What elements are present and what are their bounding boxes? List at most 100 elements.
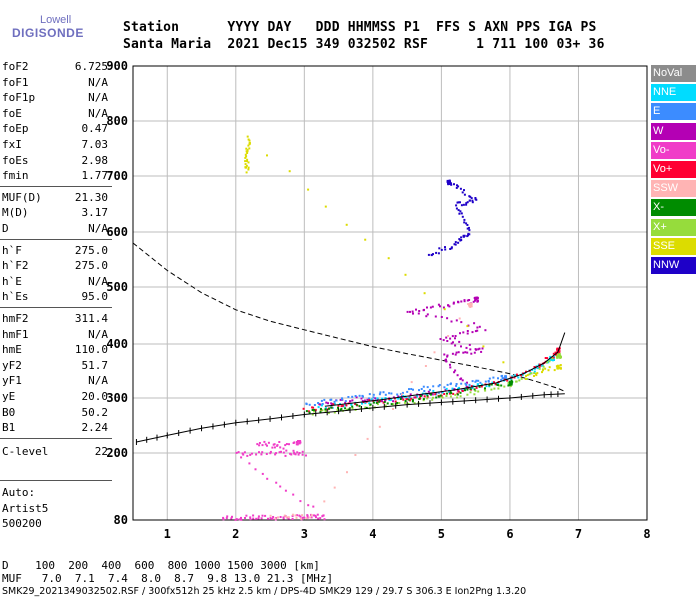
echo-point xyxy=(426,386,429,389)
echo-point xyxy=(408,399,411,402)
param-value: 2.24 xyxy=(81,421,109,435)
param-value: 3.17 xyxy=(81,206,109,220)
echo-point xyxy=(284,489,287,492)
echo-point xyxy=(442,306,445,309)
header-line-2: Santa Maria 2021 Dec15 349 032502 RSF 1 … xyxy=(123,37,605,52)
echo-point xyxy=(446,392,448,395)
echo-point xyxy=(469,348,472,351)
echo-point xyxy=(394,400,397,403)
echo-point xyxy=(501,376,504,379)
echo-point xyxy=(269,450,272,453)
echo-point xyxy=(346,471,348,474)
echo-point xyxy=(418,398,421,400)
echo-point xyxy=(375,401,378,404)
echo-point xyxy=(323,500,326,503)
echo-point xyxy=(339,398,342,401)
echo-point xyxy=(482,345,485,348)
echo-point xyxy=(544,367,547,370)
echo-point xyxy=(293,441,296,444)
echo-point xyxy=(455,384,458,387)
echo-point xyxy=(325,401,328,404)
echo-point xyxy=(454,353,457,356)
echo-point xyxy=(533,375,535,377)
legend-item-x-: X- xyxy=(651,199,696,217)
param-row: B1 2.24 xyxy=(2,421,108,437)
param-value: N/A xyxy=(88,327,108,341)
echo-point xyxy=(432,396,434,399)
echo-point xyxy=(446,354,449,357)
echo-point xyxy=(252,514,255,517)
param-value: 1.77 xyxy=(81,169,109,183)
echo-point xyxy=(531,368,534,371)
echo-point xyxy=(476,300,479,303)
echo-point xyxy=(554,351,557,354)
echo-point xyxy=(468,226,470,229)
echo-point xyxy=(446,340,449,342)
echo-point xyxy=(285,516,288,519)
echo-point xyxy=(535,365,538,368)
x-tick-label: 2 xyxy=(232,527,239,541)
echo-point xyxy=(322,514,325,517)
echo-point xyxy=(412,312,414,315)
echo-point xyxy=(555,355,558,358)
echo-point xyxy=(248,147,251,150)
echo-point xyxy=(521,374,524,377)
param-separator xyxy=(0,480,112,481)
echo-point xyxy=(466,330,469,332)
echo-point xyxy=(313,410,316,413)
y-tick-label: 300 xyxy=(106,391,128,405)
echo-point xyxy=(368,393,371,396)
echo-point xyxy=(404,273,407,276)
echo-point xyxy=(446,383,449,386)
echo-point xyxy=(551,358,554,361)
echo-point xyxy=(464,389,466,392)
echo-point xyxy=(404,401,407,404)
echo-point xyxy=(461,191,464,194)
echo-point xyxy=(317,406,320,409)
param-row: MUF(D) 21.30 xyxy=(2,191,108,207)
echo-point xyxy=(470,302,473,305)
echo-point xyxy=(542,365,545,368)
echo-point xyxy=(557,367,559,370)
echo-point xyxy=(327,411,330,414)
echo-point xyxy=(351,395,354,398)
echo-point xyxy=(480,350,483,353)
param-row: hmE 110.0 xyxy=(2,343,108,359)
echo-point xyxy=(324,407,327,410)
echo-point xyxy=(418,310,421,312)
echo-point xyxy=(555,353,557,356)
param-name: C-level xyxy=(2,444,49,458)
echo-point xyxy=(245,171,248,174)
param-name: foF2 xyxy=(2,60,29,73)
echo-point xyxy=(237,451,240,454)
echo-point xyxy=(447,335,450,337)
param-name: hmF2 xyxy=(2,312,29,325)
echo-point xyxy=(472,300,475,303)
echo-point xyxy=(533,367,536,370)
x-tick-label: 8 xyxy=(643,527,650,541)
echo-point xyxy=(435,396,438,399)
echo-point xyxy=(273,446,276,449)
echo-point xyxy=(515,373,518,376)
echo-point xyxy=(299,441,302,444)
echo-point xyxy=(261,514,264,517)
echo-point xyxy=(471,331,474,334)
param-row: C-level 22 xyxy=(2,445,108,461)
param-value: 0.47 xyxy=(81,122,109,136)
echo-point xyxy=(449,363,451,366)
echo-point xyxy=(476,297,479,299)
echo-point xyxy=(310,514,313,517)
echo-point xyxy=(282,516,285,519)
echo-point xyxy=(445,387,448,390)
echo-point xyxy=(247,168,250,171)
echo-point xyxy=(434,315,437,318)
echo-point xyxy=(458,340,461,343)
echo-point xyxy=(247,138,250,141)
echo-point xyxy=(437,303,440,306)
echo-point xyxy=(324,205,327,208)
param-value: 7.03 xyxy=(81,138,109,151)
param-row: foF2 6.725 xyxy=(2,60,108,76)
echo-point xyxy=(248,141,251,144)
echo-point xyxy=(465,346,468,349)
echo-point xyxy=(240,518,243,521)
